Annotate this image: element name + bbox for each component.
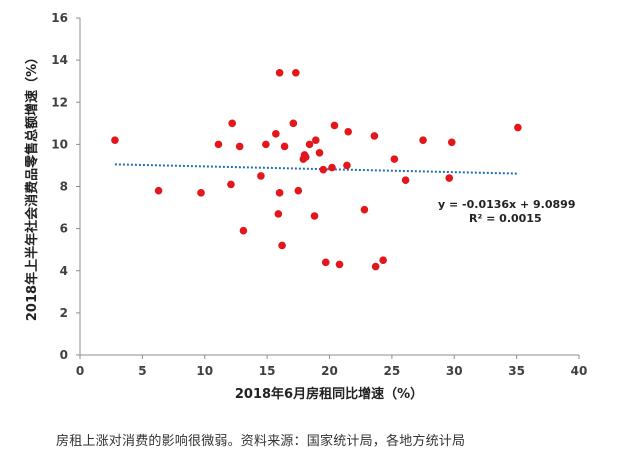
data-point <box>315 149 324 157</box>
data-point <box>445 174 454 182</box>
data-point <box>419 136 427 144</box>
data-point <box>292 68 300 77</box>
axes <box>76 17 580 359</box>
y-tick-label: 4 <box>60 264 68 278</box>
x-axis-title: 2018年6月房租同比增速（%） <box>235 386 423 402</box>
data-point <box>275 189 284 197</box>
x-tick-label: 40 <box>571 364 588 378</box>
data-point <box>447 138 456 147</box>
data-point <box>197 189 205 197</box>
y-tick-label: 0 <box>60 348 68 362</box>
data-point <box>274 210 283 218</box>
data-point <box>328 163 336 172</box>
y-tick-label: 10 <box>51 137 68 151</box>
x-tick-label: 25 <box>384 364 401 378</box>
data-points <box>111 68 522 271</box>
data-point <box>111 136 119 144</box>
data-point <box>379 256 387 265</box>
data-point <box>343 161 351 170</box>
data-point <box>401 176 410 184</box>
data-point <box>289 119 298 128</box>
data-point <box>239 226 248 235</box>
data-point <box>360 205 369 214</box>
scatter-chart: 0 5 10 15 20 25 30 35 40 0 2 4 6 8 10 12 14 16 2018年6月房租… <box>24 11 588 402</box>
data-point <box>310 212 319 220</box>
data-point <box>275 68 284 77</box>
data-point <box>262 140 270 149</box>
data-point <box>214 140 223 149</box>
data-point <box>319 165 328 174</box>
data-point <box>370 132 379 140</box>
x-tick-label: 10 <box>196 364 213 378</box>
x-tick-label: 0 <box>76 364 84 378</box>
y-tick-label: 8 <box>60 180 68 194</box>
data-point <box>294 186 303 195</box>
data-point <box>301 153 310 161</box>
data-point <box>280 142 289 151</box>
y-axis-title: 2018年上半年社会消费品零售总额增速（%） <box>24 51 40 321</box>
y-tick-label: 12 <box>51 95 68 109</box>
y-tick-label: 2 <box>60 306 68 320</box>
data-point <box>311 136 320 144</box>
data-point <box>257 172 265 180</box>
trendline-layer <box>114 163 518 175</box>
x-tick-label: 35 <box>508 364 525 378</box>
y-tick-label: 6 <box>60 222 68 236</box>
data-point <box>272 130 280 138</box>
data-point <box>227 180 235 189</box>
data-point <box>321 258 330 267</box>
data-point <box>390 155 399 163</box>
x-tick-labels: 0 5 10 15 20 25 30 35 40 <box>76 364 588 378</box>
x-tick-label: 20 <box>321 364 338 378</box>
x-tick-label: 15 <box>259 364 276 378</box>
x-tick-label: 5 <box>138 364 146 378</box>
data-point <box>330 121 339 130</box>
data-point <box>335 260 344 269</box>
trendline-r-squared: R² = 0.0015 <box>469 212 542 225</box>
x-tick-label: 30 <box>446 364 463 378</box>
trendline-equation: y = -0.0136x + 9.0899 <box>438 198 575 211</box>
y-tick-labels: 0 2 4 6 8 10 12 14 16 <box>51 11 68 362</box>
data-point <box>278 241 286 250</box>
data-point <box>154 186 163 195</box>
data-point <box>371 262 380 271</box>
data-point <box>344 127 353 136</box>
y-tick-label: 16 <box>51 11 68 25</box>
data-point <box>305 140 314 149</box>
trendline <box>114 163 518 175</box>
figure-caption: 房租上涨对消费的影响很微弱。资料来源：国家统计局，各地方统计局 <box>56 434 466 449</box>
y-tick-label: 14 <box>51 53 68 67</box>
data-point <box>235 142 244 151</box>
data-point <box>228 119 236 128</box>
data-point <box>514 123 522 132</box>
